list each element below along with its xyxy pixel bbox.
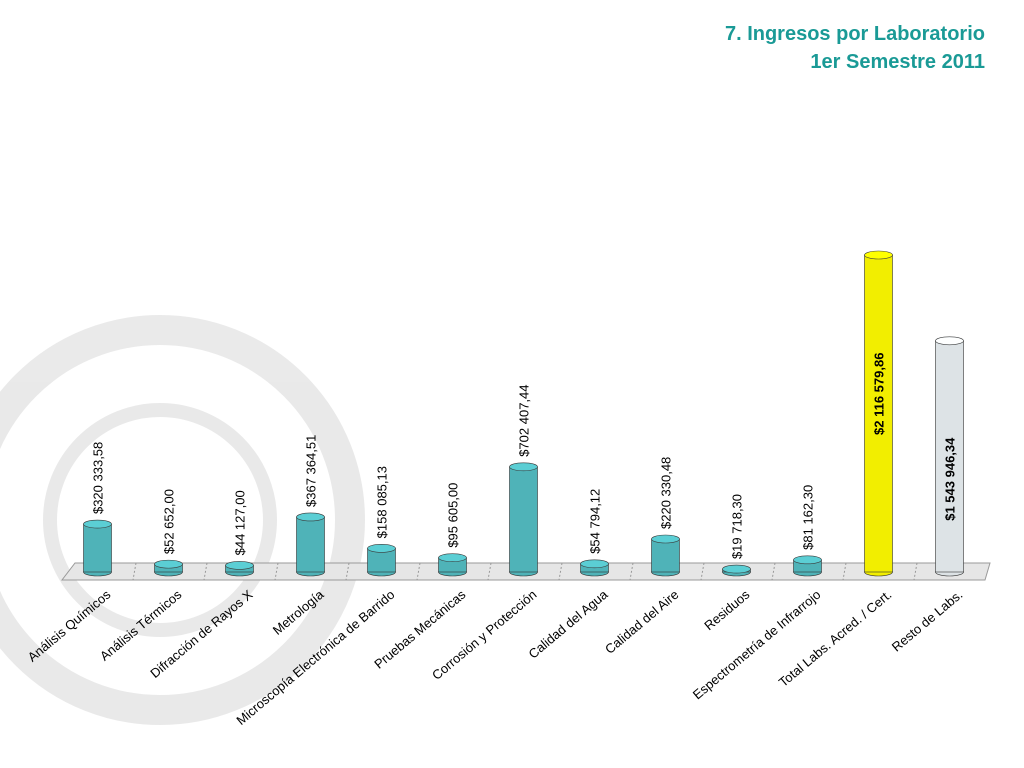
chart-subtitle: 1er Semestre 2011 <box>810 51 985 73</box>
value-label: $2 116 579,86 <box>872 353 887 435</box>
bar-cap <box>83 519 112 529</box>
bar-cap <box>154 559 183 569</box>
floor-divider <box>345 562 350 581</box>
x-tick-label: Calidad del Aire <box>602 587 681 657</box>
bar-cap <box>722 564 751 574</box>
value-label: $702 407,44 <box>517 385 532 457</box>
value-label: $95 605,00 <box>446 483 461 548</box>
floor-divider <box>842 562 847 581</box>
floor-divider <box>203 562 208 581</box>
bar-cap <box>509 462 538 472</box>
value-label: $220 330,48 <box>659 457 674 529</box>
bar <box>83 523 112 573</box>
x-tick-label: Total Labs. Acred. / Cert. <box>776 587 895 690</box>
value-label: $158 085,13 <box>375 466 390 538</box>
floor-divider <box>771 562 776 581</box>
value-label: $81 162,30 <box>801 485 816 550</box>
x-tick-label: Espectrometría de Infrarrojo <box>690 587 824 703</box>
floor-divider <box>700 562 705 581</box>
value-label: $367 364,51 <box>304 435 319 507</box>
value-label: $54 794,12 <box>588 489 603 554</box>
value-label: $44 127,00 <box>233 490 248 555</box>
value-label: $52 652,00 <box>162 489 177 554</box>
bar-cap <box>296 512 325 522</box>
x-tick-label: Resto de Labs. <box>889 587 966 655</box>
bar <box>509 466 538 573</box>
watermark <box>0 315 365 725</box>
x-tick-label: Residuos <box>701 586 753 633</box>
bar-cap <box>864 250 893 260</box>
floor-divider <box>558 562 563 581</box>
floor-divider <box>487 562 492 581</box>
bar-cap <box>367 544 396 553</box>
value-label: $1 543 946,34 <box>943 437 958 521</box>
bar <box>864 254 893 573</box>
bar-cap <box>580 559 609 569</box>
bar-cap <box>935 336 964 346</box>
floor-divider <box>416 562 421 581</box>
bar <box>651 538 680 573</box>
floor-divider <box>132 562 137 581</box>
bar-cap <box>225 561 254 570</box>
floor-divider <box>913 562 918 581</box>
bar-cap <box>651 534 680 544</box>
bar-cap <box>793 555 822 565</box>
value-label: $320 333,58 <box>91 442 106 514</box>
bar <box>296 516 325 573</box>
bar-cap <box>438 553 467 562</box>
chart-title: 7. Ingresos por Laboratorio <box>725 23 985 45</box>
floor-divider <box>629 562 634 581</box>
bar <box>935 340 964 573</box>
value-label: $19 718,30 <box>730 494 745 559</box>
floor-divider <box>274 562 279 581</box>
